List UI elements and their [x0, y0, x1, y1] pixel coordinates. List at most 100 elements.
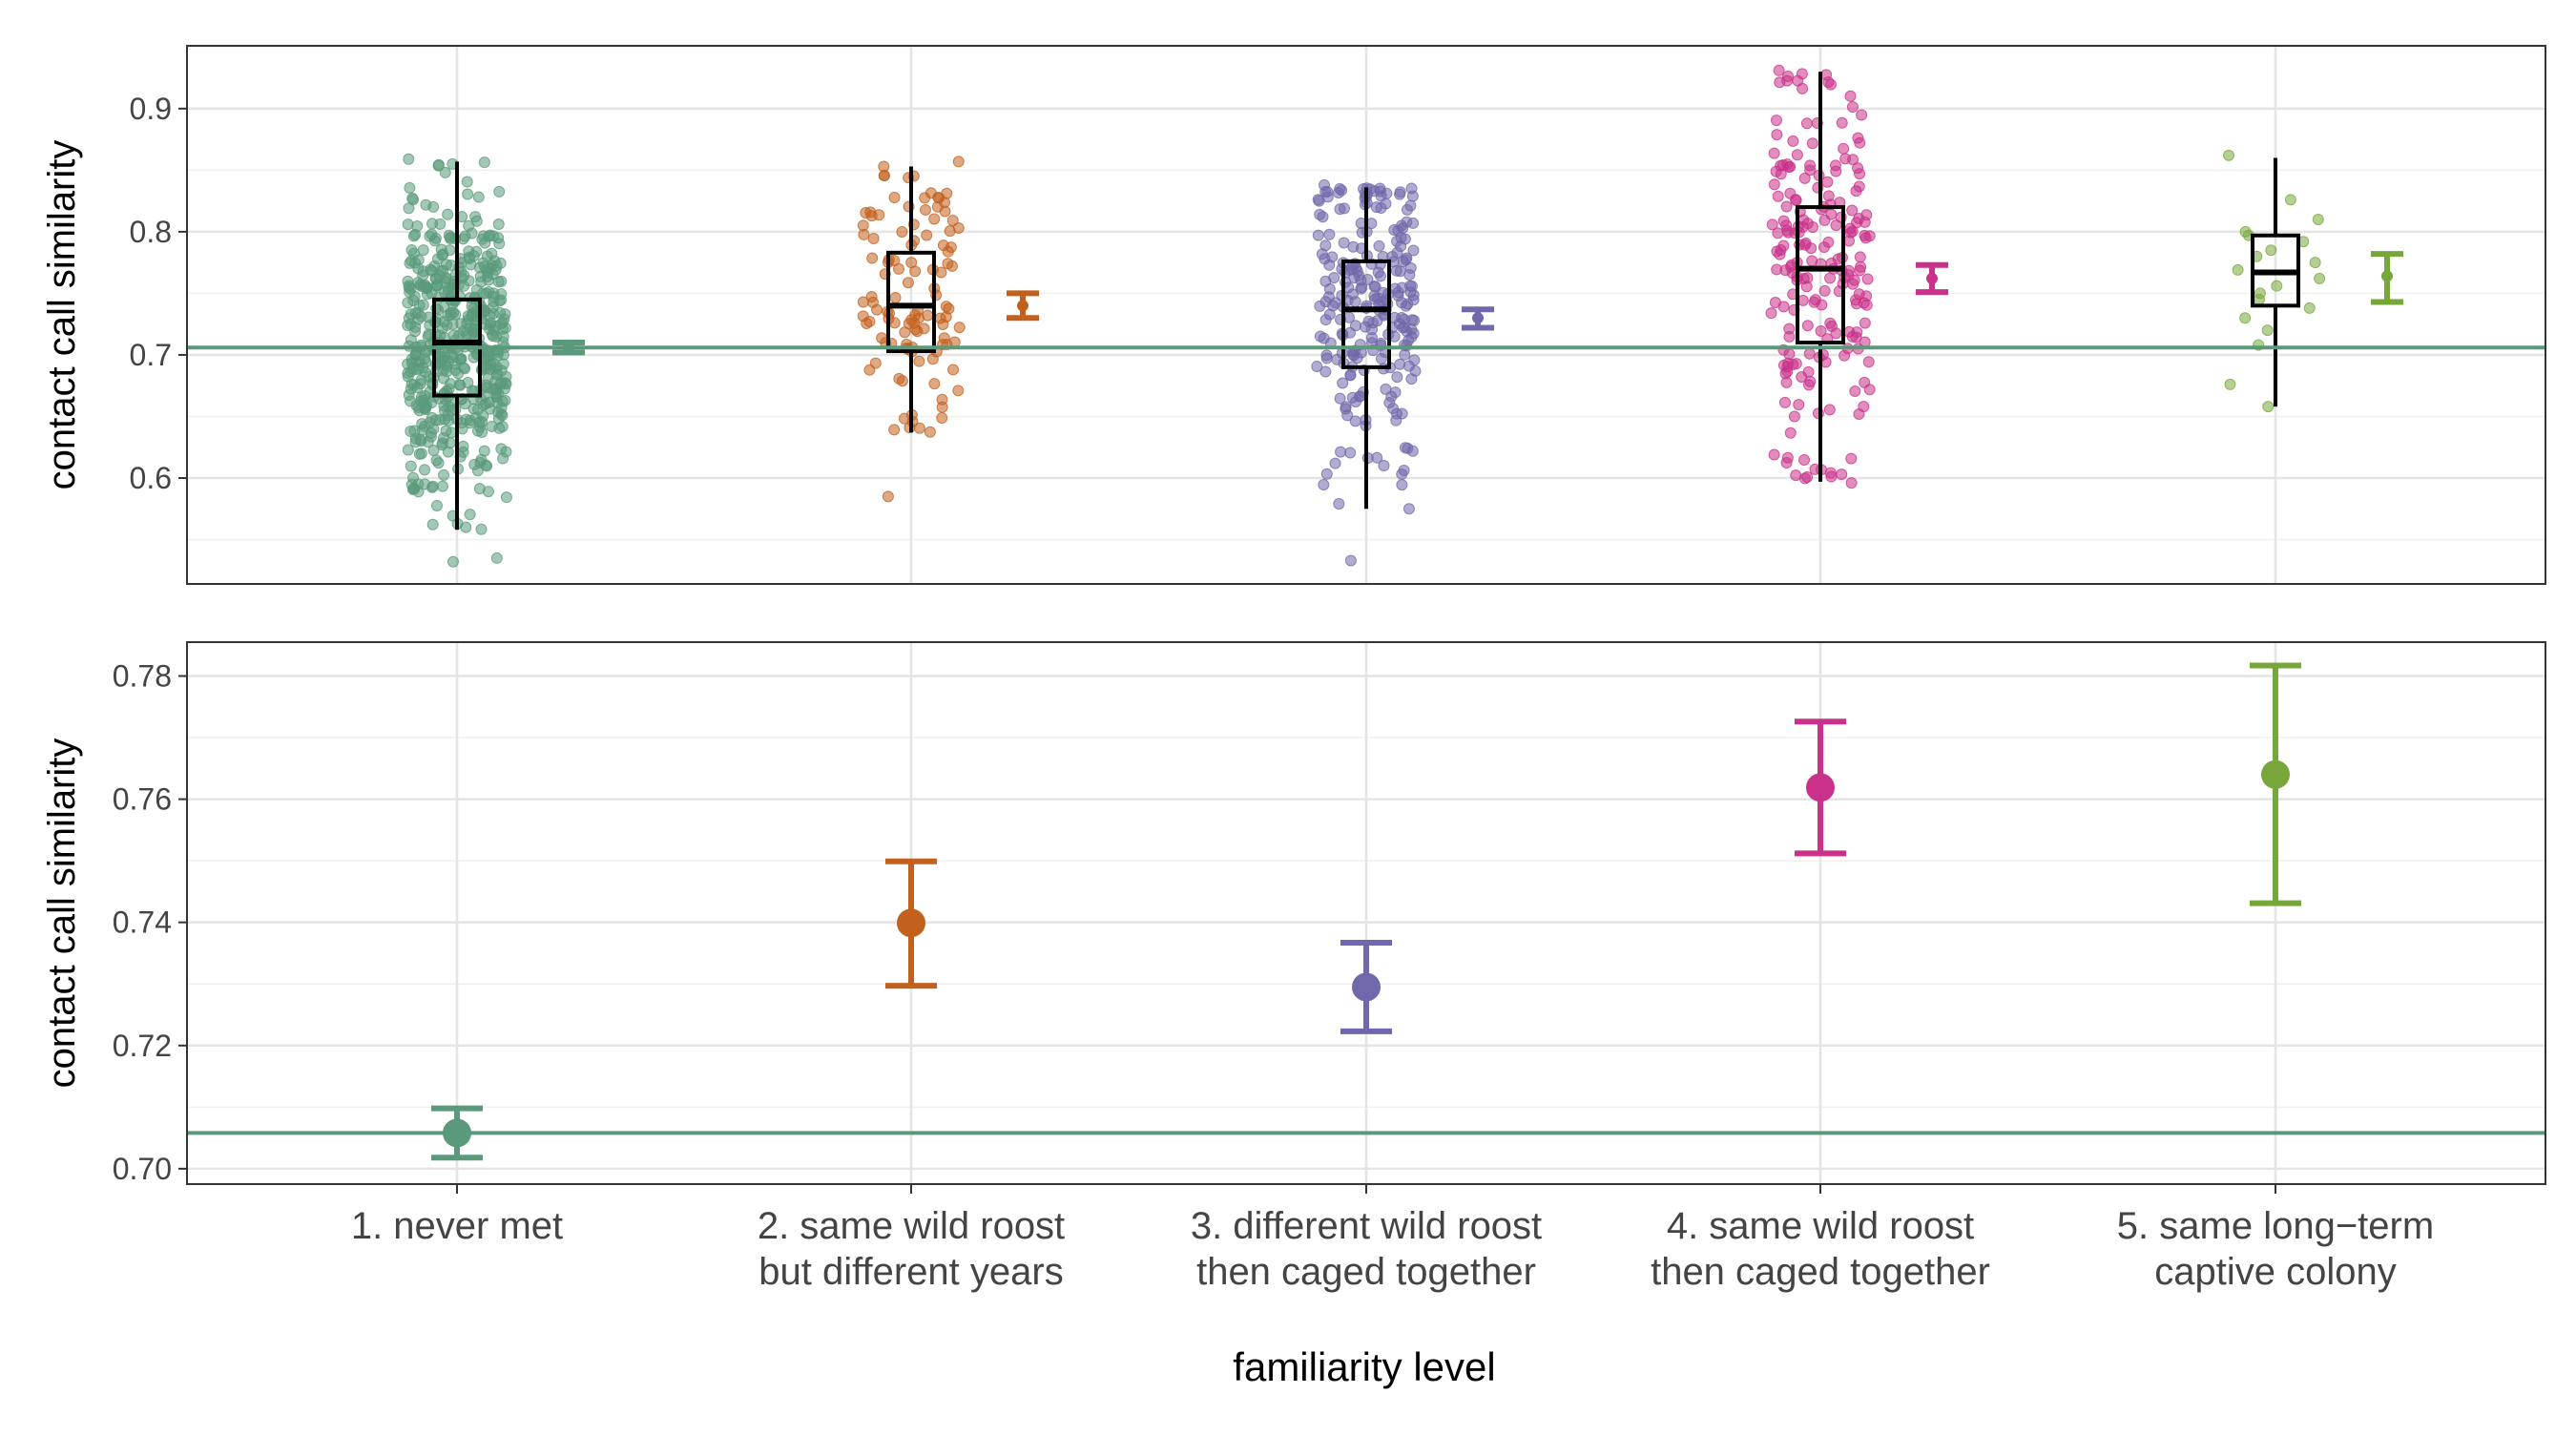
data-point [1803, 347, 1816, 360]
data-point [1402, 442, 1414, 454]
data-point [878, 160, 890, 173]
data-point [1797, 294, 1809, 306]
data-point [1402, 360, 1415, 372]
data-point [893, 262, 905, 275]
mean-point [897, 908, 925, 938]
data-point [1806, 221, 1818, 234]
data-point [1839, 153, 1852, 165]
data-point [952, 156, 965, 168]
x-tick-label-line: then caged together [1196, 1251, 1536, 1293]
data-point [417, 265, 429, 278]
data-point [492, 413, 505, 426]
data-point [2303, 302, 2316, 314]
data-point [490, 260, 503, 272]
data-point [1853, 180, 1865, 193]
data-point [871, 303, 883, 316]
box [1341, 259, 1391, 369]
data-point [1778, 396, 1791, 408]
data-point [1311, 361, 1323, 373]
data-point [1319, 239, 1332, 252]
mean-point [1017, 300, 1028, 312]
data-point [1846, 204, 1859, 217]
data-point [461, 176, 473, 188]
data-point [1340, 403, 1352, 415]
data-point [863, 364, 876, 376]
series-4 [1795, 718, 1846, 857]
data-point [1800, 117, 1813, 130]
data-point [1391, 371, 1403, 384]
data-point [471, 465, 484, 477]
data-point [463, 275, 475, 287]
data-point [478, 156, 490, 169]
data-point [1825, 320, 1838, 332]
data-point [405, 460, 417, 472]
series-1 [402, 153, 585, 568]
data-point [493, 185, 506, 198]
error-bar [2371, 251, 2403, 305]
data-point [1815, 324, 1827, 337]
mean-point [1472, 312, 1484, 324]
y-tick-label: 0.6 [130, 461, 172, 495]
data-point [412, 486, 425, 498]
data-point [412, 277, 425, 289]
data-point [2265, 244, 2277, 257]
box [1796, 205, 1845, 345]
data-point [1804, 375, 1817, 387]
data-point [1323, 259, 1336, 271]
data-point [1790, 194, 1802, 206]
data-point [1320, 468, 1333, 480]
data-point [1816, 299, 1828, 311]
boxplot [1341, 187, 1391, 510]
data-point [2261, 324, 2274, 337]
x-axis: 1. never met 2. same wild roost but differ… [351, 1184, 2434, 1293]
data-point [1334, 182, 1346, 195]
x-tick-label: 2. same wild roost but different years [758, 1205, 1065, 1293]
data-point [867, 233, 880, 245]
data-point [1401, 216, 1413, 228]
data-point [1798, 454, 1811, 467]
bottom-panel: 0.70 0.72 0.74 0.76 0.78 contact call similar… [41, 641, 2546, 1186]
data-point [1780, 200, 1793, 213]
x-tick-label-line: 2. same wild roost [758, 1205, 1065, 1247]
data-point [1399, 348, 1411, 361]
data-point [896, 225, 908, 238]
data-point [1787, 135, 1799, 147]
data-point [1800, 281, 1813, 293]
data-point [403, 153, 415, 165]
data-point [500, 491, 512, 504]
series-3 [1340, 939, 1392, 1034]
data-point [2284, 194, 2296, 206]
data-point [1801, 470, 1814, 483]
data-point [1859, 317, 1871, 329]
mean-point [2261, 760, 2290, 789]
data-point [1334, 203, 1346, 216]
data-point [440, 425, 452, 437]
data-point [408, 425, 421, 437]
data-point [1402, 503, 1415, 515]
data-point [1818, 284, 1831, 297]
data-point [430, 499, 443, 511]
data-point [1395, 232, 1407, 244]
data-point [1317, 211, 1329, 223]
data-point [926, 353, 939, 365]
data-point [419, 464, 431, 476]
series-2 [857, 156, 1039, 503]
data-point [1851, 217, 1863, 229]
data-point [414, 433, 426, 446]
data-point [1853, 407, 1865, 420]
data-point [1318, 479, 1330, 491]
data-point [939, 205, 951, 218]
data-point [1768, 178, 1780, 191]
data-point [485, 358, 497, 370]
data-point [432, 159, 445, 172]
data-point [924, 426, 936, 438]
data-point [1338, 237, 1350, 249]
data-point [447, 555, 460, 568]
data-point [935, 266, 947, 279]
data-point [1383, 396, 1396, 408]
data-point [937, 318, 949, 330]
x-tick-label-line: but different years [758, 1251, 1063, 1293]
data-point [467, 323, 480, 335]
